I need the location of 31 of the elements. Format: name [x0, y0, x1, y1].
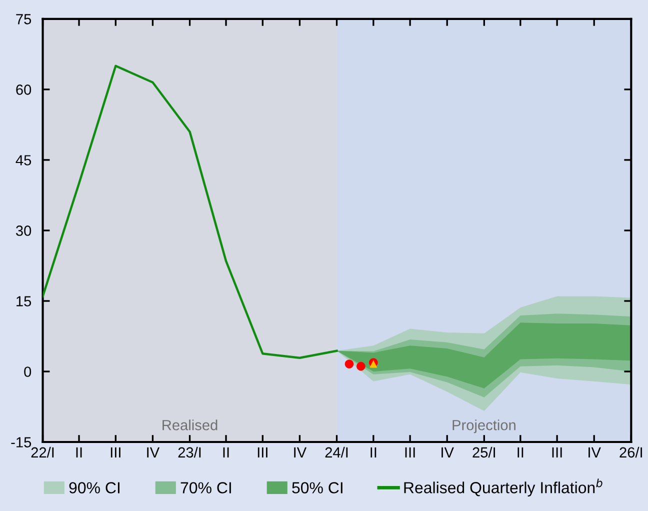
- legend-label: 90% CI: [69, 482, 120, 494]
- y-tick-label: 75: [16, 14, 32, 24]
- x-tick-label: II: [370, 447, 376, 458]
- legend-label: Realised Quarterly Inflation$^{b}$: [404, 478, 602, 496]
- x-tick-label: IV: [442, 447, 454, 458]
- x-tick-label: 23/I: [178, 446, 201, 458]
- x-tick-label: 26/I: [620, 446, 642, 458]
- x-tick-label: 25/I: [472, 446, 495, 458]
- y-tick-label: 60: [16, 84, 32, 95]
- y-tick-label: 15: [16, 296, 32, 306]
- x-tick-label: III: [110, 447, 120, 458]
- x-tick-label: II: [76, 447, 82, 458]
- x-tick-label: III: [258, 447, 268, 458]
- band-label: Projection: [452, 420, 516, 434]
- legend-label: 70% CI: [180, 482, 231, 494]
- band-label: Realised: [162, 420, 218, 430]
- y-tick-label: 45: [16, 155, 32, 166]
- legend-label: 50% CI: [292, 482, 342, 494]
- y-tick-label: 30: [16, 226, 32, 236]
- x-tick-label: II: [518, 447, 524, 458]
- x-tick-label: 24/I: [325, 446, 348, 458]
- x-tick-label: IV: [588, 447, 601, 458]
- line-series: [42, 64, 338, 359]
- x-tick-label: II: [223, 447, 229, 458]
- x-tick-label: IV: [147, 447, 160, 458]
- x-tick-label: IV: [294, 447, 307, 458]
- y-tick-label: 0: [24, 366, 32, 377]
- y-tick-label: -15: [11, 437, 32, 448]
- x-tick-label: III: [405, 447, 415, 458]
- x-tick-label: III: [552, 447, 562, 458]
- x-tick-label: 22/I: [31, 446, 54, 458]
